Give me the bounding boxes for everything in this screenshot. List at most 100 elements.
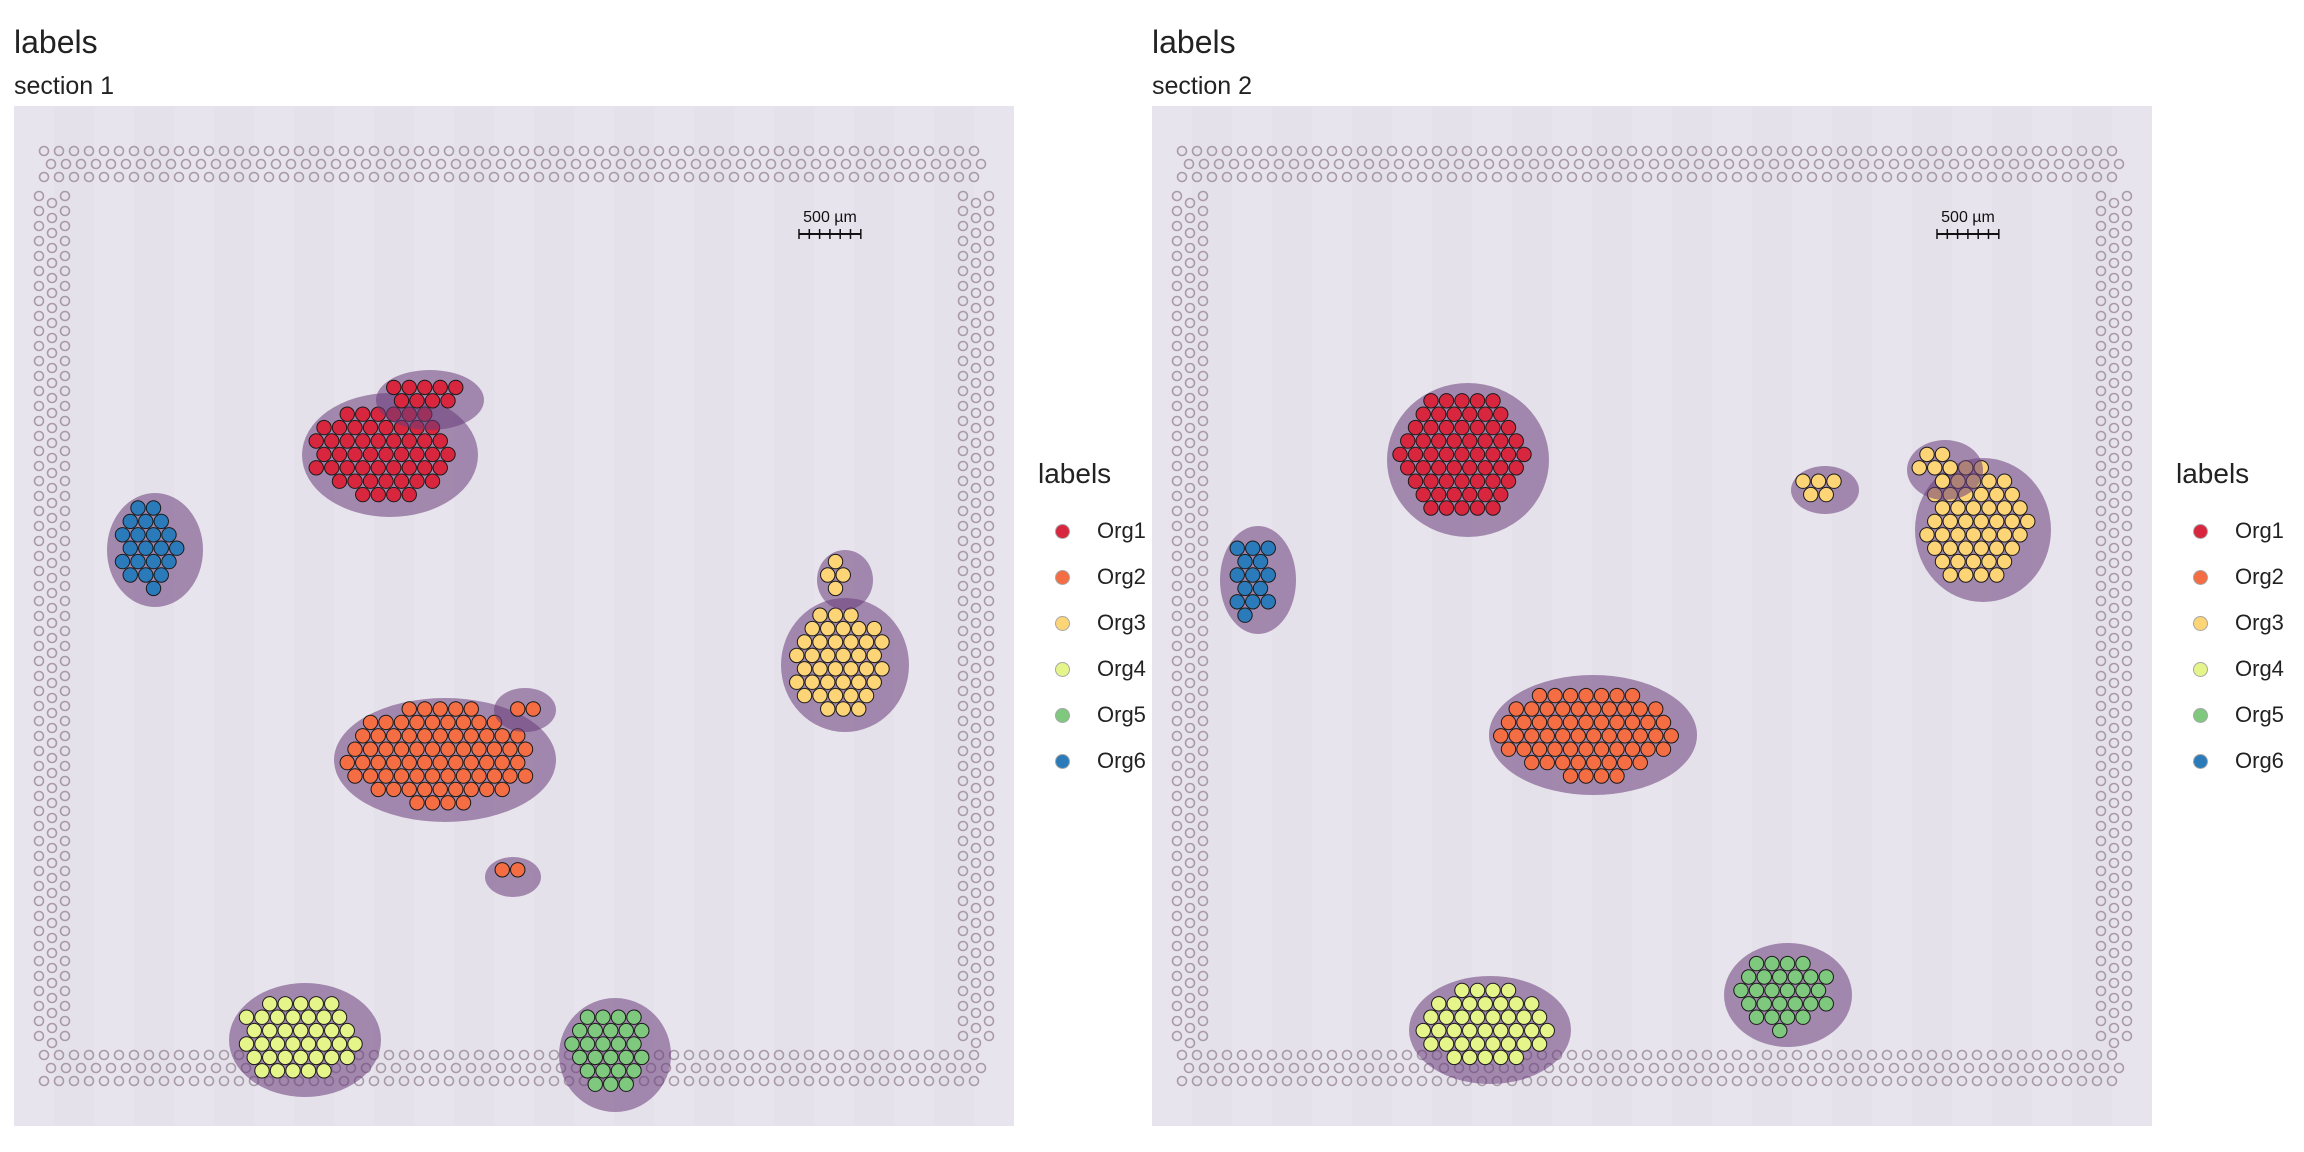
spot-org4 (262, 1049, 278, 1066)
tissue-stain (485, 857, 541, 897)
spot-org4 (293, 1022, 309, 1039)
scale-bar-label: 500 µm (803, 209, 857, 226)
spot-org5 (603, 1076, 619, 1092)
spot-org5 (595, 1063, 611, 1079)
legend-item-org3: Org3 (2176, 600, 2304, 646)
spot-org1 (1454, 446, 1470, 463)
spot-org4 (1462, 1022, 1478, 1039)
scale-bar: 500 µm (798, 209, 862, 239)
panel-2-tissue-image: 500 µm (1152, 106, 2152, 1126)
spot-org5 (595, 1036, 611, 1052)
spot-org1 (1485, 446, 1501, 463)
spot-org2 (1562, 741, 1579, 757)
spot-org3 (827, 634, 844, 650)
spot-org1 (432, 379, 448, 396)
spot-org1 (355, 460, 371, 476)
spot-org2 (1593, 714, 1610, 731)
spot-org5 (1756, 996, 1772, 1012)
spot-org6 (130, 500, 146, 516)
spot-org6 (114, 527, 131, 543)
legend-label-org6: Org6 (1097, 748, 1146, 773)
spot-org4 (1446, 996, 1462, 1012)
spot-org3 (835, 701, 851, 717)
cluster-org2 (334, 698, 556, 822)
spot-org6 (1245, 540, 1261, 556)
spot-org2 (1648, 728, 1664, 744)
spot-org5 (626, 1036, 642, 1052)
spot-org1 (308, 433, 324, 449)
spot-org5 (618, 1049, 634, 1066)
spot-org4 (1469, 1009, 1486, 1025)
spot-org2 (1524, 754, 1540, 771)
cluster-org6 (1220, 526, 1296, 634)
spot-org2 (1547, 741, 1563, 757)
spot-org4 (1493, 1022, 1509, 1039)
spot-org2 (1524, 728, 1540, 744)
spot-org3 (1965, 553, 1982, 570)
spot-org3 (820, 701, 836, 717)
spot-org3 (804, 647, 820, 664)
spot-org2 (432, 701, 448, 717)
spot-org4 (1446, 1049, 1462, 1066)
spot-org5 (1787, 996, 1803, 1012)
spot-org2 (1539, 754, 1555, 771)
spot-org1 (1438, 419, 1455, 436)
spot-org1 (409, 446, 425, 463)
spot-org5 (587, 1049, 603, 1066)
spot-org3 (1989, 513, 2005, 530)
legend-label-org3: Org3 (2235, 610, 2284, 635)
spot-org2 (1578, 768, 1594, 784)
spot-org4 (1500, 1036, 1517, 1052)
spot-org6 (114, 553, 131, 570)
spot-org4 (316, 1063, 332, 1079)
spot-org6 (1237, 553, 1253, 570)
spot-org2 (1508, 701, 1524, 717)
spot-org4 (1431, 1022, 1447, 1039)
cluster-org3 (1791, 466, 1859, 514)
spot-org2 (479, 728, 495, 744)
spot-org2 (448, 728, 464, 744)
spot-org2 (417, 754, 433, 771)
spot-org3 (1965, 527, 1982, 543)
spot-org5 (618, 1076, 634, 1092)
spot-org1 (1493, 406, 1509, 422)
spot-org1 (1508, 460, 1524, 476)
spot-org1 (1438, 446, 1455, 463)
spot-org1 (1477, 406, 1493, 422)
spot-org4 (1415, 1022, 1431, 1039)
spot-org6 (1252, 553, 1269, 570)
spot-org3 (1973, 540, 1989, 556)
spot-org3 (843, 634, 859, 650)
spot-org3 (1927, 540, 1943, 556)
spot-org5 (1795, 1009, 1811, 1025)
spot-org2 (1586, 754, 1602, 771)
spot-org6 (145, 527, 162, 543)
spot-layer (1220, 383, 2051, 1084)
legend-label-org2: Org2 (1097, 564, 1146, 589)
spot-org3 (1942, 567, 1958, 583)
spot-org2 (1562, 768, 1579, 784)
spot-org1 (1415, 433, 1431, 449)
panel-1-tissue-image: 500 µm (14, 106, 1014, 1126)
spot-org6 (138, 513, 154, 530)
spot-org4 (1431, 996, 1447, 1012)
legend-item-org1: Org1 (2176, 508, 2304, 554)
scale-bar-label: 500 µm (1941, 209, 1995, 226)
spot-org2 (471, 714, 487, 731)
spot-org3 (820, 567, 836, 583)
spot-org1 (1454, 500, 1470, 516)
spot-org2 (362, 714, 379, 731)
spot-org5 (572, 1022, 588, 1039)
legend-swatch-org3 (1056, 616, 1069, 630)
spot-org3 (796, 661, 813, 677)
spot-org1 (424, 473, 441, 489)
spot-org2 (1570, 728, 1586, 744)
spot-org2 (448, 701, 464, 717)
spot-org2 (448, 781, 464, 798)
spot-org3 (1803, 486, 1819, 503)
spot-org2 (1578, 687, 1594, 704)
spot-org5 (587, 1076, 603, 1092)
spot-org5 (1818, 996, 1834, 1012)
spot-org2 (386, 728, 402, 744)
spot-org4 (308, 1022, 324, 1039)
